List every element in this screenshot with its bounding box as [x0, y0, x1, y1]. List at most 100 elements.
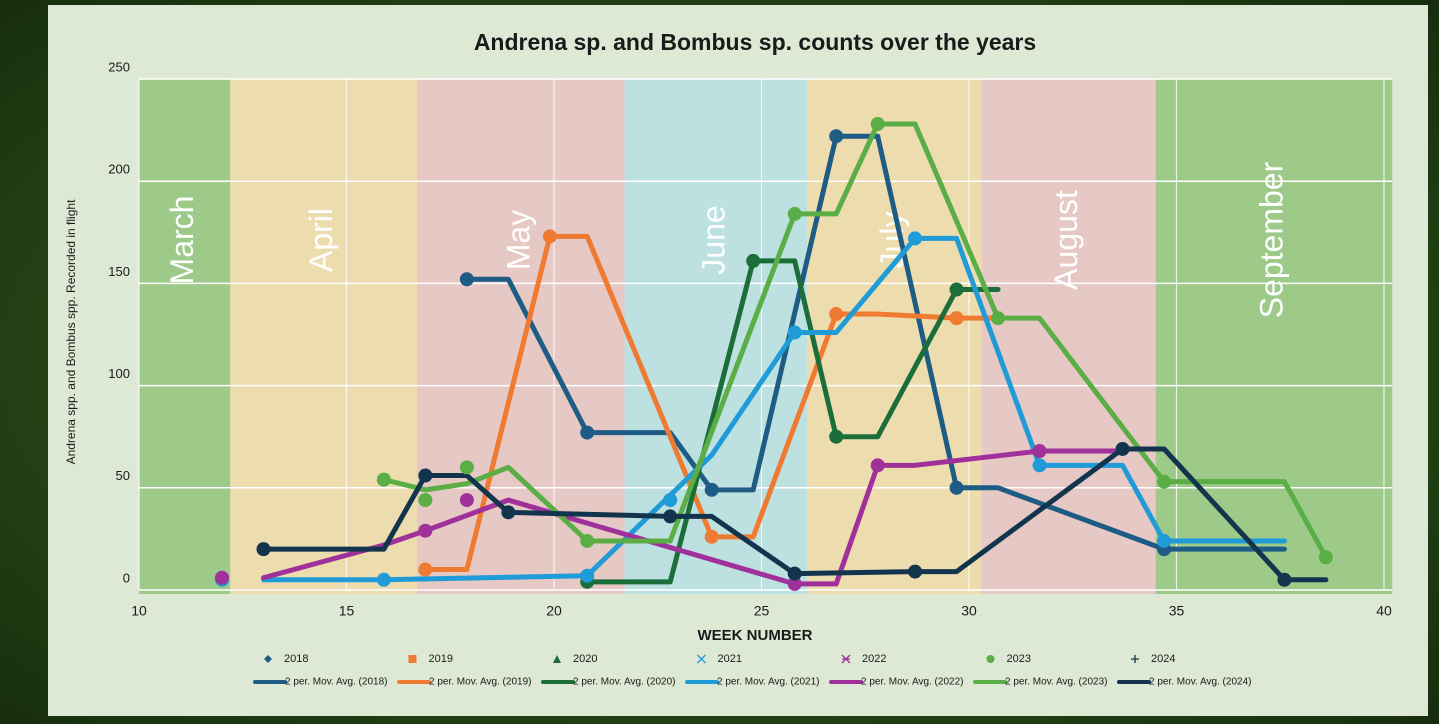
- y-tick-label: 150: [108, 264, 130, 279]
- month-band: [1155, 79, 1393, 594]
- x-tick-label: 40: [1376, 603, 1392, 619]
- trend-line: [422, 233, 1001, 573]
- x-tick-label: 15: [339, 603, 355, 619]
- data-point: [376, 472, 391, 487]
- trend-line: [584, 258, 1001, 585]
- month-label: June: [695, 205, 731, 274]
- data-point: [459, 460, 474, 475]
- legend-label: 2 per. Mov. Avg. (2019): [429, 677, 531, 688]
- data-point: [418, 562, 433, 577]
- data-point: [1318, 550, 1333, 565]
- data-point: [829, 307, 844, 322]
- legend-label: 2020: [573, 653, 597, 665]
- legend-label: 2 per. Mov. Avg. (2022): [861, 677, 963, 688]
- data-point: [1157, 474, 1172, 489]
- y-tick-label: 0: [123, 570, 130, 585]
- y-axis-title: Andrena spp. and Bombus spp. Recorded in…: [64, 199, 78, 464]
- data-point: [418, 468, 433, 483]
- data-point: [829, 129, 844, 144]
- month-label: September: [1253, 161, 1289, 318]
- month-band: [139, 79, 231, 594]
- data-point: [1032, 444, 1047, 459]
- data-point: [787, 325, 802, 340]
- data-point: [746, 253, 761, 268]
- data-point: [949, 311, 964, 326]
- x-tick-label: 20: [546, 603, 562, 619]
- legend-marker: [553, 655, 561, 663]
- month-band: [230, 79, 418, 594]
- legend-label: 2 per. Mov. Avg. (2018): [285, 677, 387, 688]
- month-label: March: [164, 196, 200, 285]
- data-point: [870, 116, 885, 131]
- trend-line: [261, 235, 1287, 583]
- legend-label: 2021: [718, 653, 742, 665]
- legend-marker: [697, 654, 706, 664]
- legend-label: 2 per. Mov. Avg. (2024): [1149, 677, 1251, 688]
- data-point: [459, 272, 474, 287]
- data-point: [1032, 458, 1047, 473]
- plot: 0 50 100 150 200 250 10 15 20 25 30 35 40 March April M…: [108, 59, 1393, 688]
- data-point: [256, 542, 271, 557]
- data-point: [704, 529, 719, 544]
- trend-line: [464, 133, 1287, 552]
- data-point: [418, 493, 433, 508]
- month-label: April: [303, 208, 339, 272]
- legend-label: 2018: [284, 653, 308, 665]
- legend-label: 2 per. Mov. Avg. (2020): [573, 677, 675, 688]
- data-point: [787, 206, 802, 221]
- data-point: [1115, 441, 1130, 456]
- data-point: [459, 493, 474, 508]
- data-point: [908, 231, 923, 246]
- data-point: [542, 229, 557, 244]
- y-tick-label: 50: [116, 468, 130, 483]
- month-label: August: [1048, 190, 1084, 290]
- trend-line: [261, 448, 1126, 587]
- data-point: [215, 570, 229, 585]
- data-point: [501, 505, 516, 520]
- legend-label: 2022: [862, 653, 886, 665]
- x-tick-label: 35: [1169, 603, 1185, 619]
- legend-marker: [841, 654, 851, 664]
- data-point: [829, 429, 844, 444]
- legend-marker: [408, 655, 417, 663]
- data-point: [787, 576, 802, 591]
- data-point: [1277, 572, 1292, 587]
- month-label: May: [500, 210, 536, 270]
- data-point: [949, 480, 964, 495]
- x-tick-label: 30: [961, 603, 977, 619]
- y-tick-label: 100: [108, 366, 130, 381]
- legend-label: 2 per. Mov. Avg. (2023): [1005, 677, 1107, 688]
- legend-label: 2 per. Mov. Avg. (2021): [717, 677, 819, 688]
- legend-marker: [1131, 655, 1139, 663]
- data-point: [580, 425, 595, 440]
- chart-title: Andrena sp. and Bombus sp. counts over t…: [474, 29, 1036, 55]
- data-point: [787, 566, 802, 581]
- trend-line: [381, 121, 1329, 560]
- data-point: [908, 564, 923, 579]
- x-tick-label: 10: [131, 603, 147, 619]
- data-point: [580, 568, 595, 583]
- data-point: [870, 458, 885, 473]
- data-point: [991, 311, 1006, 326]
- legend-label: 2023: [1007, 653, 1031, 665]
- data-point: [949, 282, 964, 297]
- data-point: [580, 533, 595, 548]
- data-point: [663, 509, 678, 524]
- x-tick-label: 25: [754, 603, 770, 619]
- month-band: [981, 79, 1156, 594]
- month-band: [807, 79, 982, 594]
- legend-marker: [264, 655, 272, 663]
- month-band: [417, 79, 625, 594]
- data-point: [1157, 533, 1172, 548]
- data-point: [376, 572, 391, 587]
- data-point: [663, 493, 678, 508]
- legend-label: 2024: [1151, 653, 1175, 665]
- data-point: [418, 523, 433, 538]
- y-tick-label: 250: [108, 59, 130, 74]
- y-tick-label: 200: [108, 162, 130, 177]
- legend-marker: [986, 655, 995, 663]
- legend-label: 2019: [429, 653, 453, 665]
- x-axis-title: WEEK NUMBER: [698, 627, 813, 644]
- data-point: [704, 482, 719, 497]
